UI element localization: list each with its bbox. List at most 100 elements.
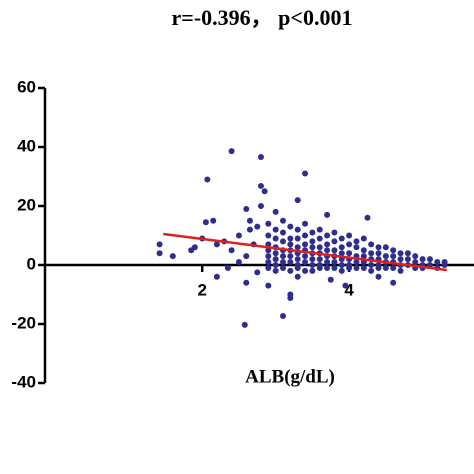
scatter-point <box>353 238 360 245</box>
scatter-point <box>331 264 338 271</box>
scatter-point <box>353 259 360 266</box>
x-tick-label: 2 <box>197 280 206 299</box>
scatter-point <box>235 232 242 239</box>
scatter-point <box>294 244 301 251</box>
scatter-point <box>265 282 272 289</box>
scatter-point <box>294 197 301 204</box>
scatter-point <box>265 253 272 260</box>
fit-line <box>163 232 447 272</box>
scatter-point <box>342 282 349 289</box>
scatter-point <box>346 232 353 239</box>
scatter-point <box>412 259 419 266</box>
scatter-point <box>331 247 338 254</box>
scatter-point <box>294 226 301 233</box>
scatter-point <box>265 232 272 239</box>
scatter-point <box>368 267 375 274</box>
scatter-point <box>309 244 316 251</box>
scatter-point <box>316 226 323 233</box>
scatter-point <box>235 259 242 266</box>
scatter-point <box>397 256 404 263</box>
scatter-point <box>243 205 250 212</box>
scatter-point <box>204 176 211 183</box>
scatter-point <box>287 253 294 260</box>
scatter-point <box>368 241 375 248</box>
scatter-point <box>390 279 397 286</box>
scatter-point <box>316 244 323 251</box>
scatter-point <box>327 276 334 283</box>
scatter-point <box>272 250 279 257</box>
scatter-point <box>364 214 371 221</box>
scatter-point <box>302 241 309 248</box>
scatter-point <box>426 256 433 263</box>
scatter-point <box>228 247 235 254</box>
scatter-point <box>346 264 353 271</box>
scatter-point <box>419 256 426 263</box>
scatter-point <box>294 256 301 263</box>
scatter-point <box>272 208 279 215</box>
x-tick-label: 4 <box>344 280 354 299</box>
scatter-point <box>272 256 279 263</box>
y-tick-label: 60 <box>17 77 36 96</box>
scatter-point <box>309 256 316 263</box>
scatter-point <box>294 235 301 242</box>
scatter-point <box>302 259 309 266</box>
y-tick-label: 20 <box>17 195 36 214</box>
scatter-point <box>265 241 272 248</box>
scatter-point <box>390 247 397 254</box>
scatter-point <box>316 235 323 242</box>
scatter-point <box>368 262 375 268</box>
scatter-point <box>324 264 331 271</box>
scatter-point <box>375 250 382 257</box>
scatter-point <box>287 241 294 248</box>
scatter-point <box>353 264 360 271</box>
scatter-point <box>191 244 198 251</box>
x-axis-label: ALB(g/dL) <box>245 366 335 387</box>
scatter-point <box>202 219 209 226</box>
scatter-point <box>280 238 287 245</box>
scatter-point <box>287 259 294 266</box>
scatter-point <box>360 253 367 260</box>
scatter-point <box>261 188 268 195</box>
scatter-point <box>280 264 287 271</box>
scatter-point <box>280 253 287 260</box>
scatter-point <box>382 244 389 251</box>
scatter-point <box>331 229 338 236</box>
scatter-point <box>272 262 279 268</box>
scatter-point <box>375 273 382 280</box>
scatter-point <box>246 217 253 224</box>
scatter-point <box>382 253 389 260</box>
scatter-point <box>375 264 382 271</box>
scatter-point <box>246 226 253 233</box>
scatter-point <box>294 273 301 280</box>
scatter-point <box>280 217 287 224</box>
scatter-point <box>294 264 301 271</box>
scatter-point <box>404 256 411 263</box>
scatter-point <box>272 267 279 274</box>
scatter-point <box>287 235 294 242</box>
y-tick-label: 40 <box>17 136 36 155</box>
scatter-point <box>390 264 397 271</box>
scatter-point <box>280 259 287 266</box>
scatter-point <box>324 259 331 266</box>
scatter-point <box>287 291 294 298</box>
scatter-point <box>390 253 397 260</box>
scatter-point <box>324 232 331 239</box>
scatter-point <box>302 220 309 227</box>
scatter-point <box>213 241 220 248</box>
scatter-point <box>169 253 176 260</box>
scatter-point <box>280 229 287 236</box>
scatter-point <box>360 247 367 254</box>
chart-title: r=-0.396， p<0.001 <box>172 5 353 30</box>
scatter-point <box>338 262 345 268</box>
scatter-point <box>397 267 404 274</box>
scatter-point <box>316 264 323 271</box>
y-tick-label: 0 <box>27 254 36 273</box>
scatter-point <box>265 264 272 271</box>
scatter-point <box>338 244 345 251</box>
scatter-point <box>224 264 231 271</box>
scatter-point <box>302 170 309 177</box>
scatter-point <box>257 203 264 209</box>
scatter-point <box>382 264 389 271</box>
scatter-point <box>272 226 279 233</box>
